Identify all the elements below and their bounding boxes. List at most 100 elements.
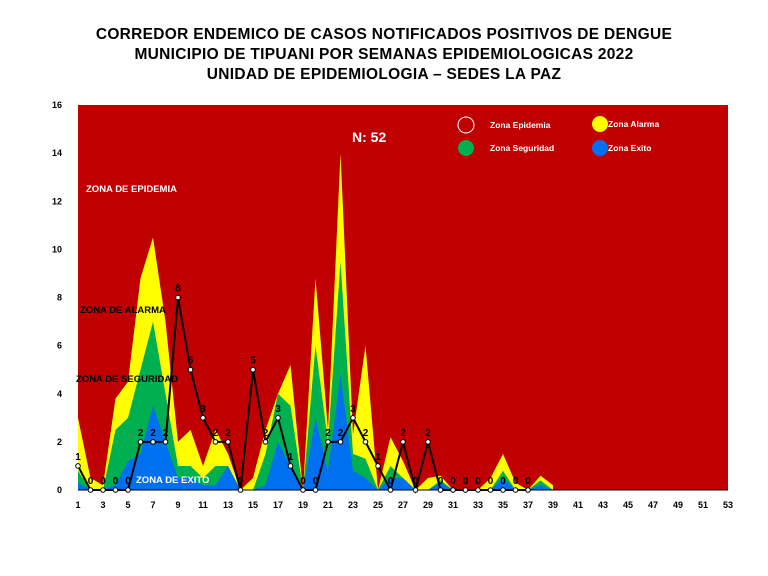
x-tick-label: 1	[75, 500, 80, 510]
cases-data-label: 5	[188, 356, 194, 367]
legend-label: Zona Exito	[608, 143, 651, 153]
legend-swatch	[458, 140, 474, 156]
cases-series-point	[500, 487, 506, 493]
x-tick-label: 13	[223, 500, 233, 510]
cases-series-point	[162, 439, 169, 445]
x-tick-label: 11	[198, 500, 208, 510]
cases-data-label: 0	[463, 476, 469, 487]
legend-swatch	[592, 140, 608, 156]
cases-data-label: 0	[438, 476, 444, 487]
cases-series-point	[237, 487, 244, 493]
cases-series-point	[275, 415, 281, 421]
x-tick-label: 3	[100, 500, 105, 510]
cases-data-label: 3	[275, 404, 281, 415]
cases-series-point	[312, 487, 319, 493]
y-tick-label: 0	[57, 485, 62, 495]
cases-series-point	[200, 415, 206, 421]
cases-data-label: 0	[300, 476, 306, 487]
zone-epidemia-label: ZONA DE EPIDEMIA	[86, 184, 177, 195]
cases-series-point	[475, 487, 481, 493]
x-tick-label: 25	[373, 500, 383, 510]
cases-series-point	[287, 463, 294, 469]
cases-series-point	[400, 439, 406, 445]
cases-series-point	[375, 463, 381, 469]
y-tick-label: 12	[52, 196, 62, 206]
cases-data-label: 5	[250, 356, 256, 367]
x-tick-label: 33	[473, 500, 483, 510]
cases-data-label: 3	[200, 404, 206, 415]
cases-series-point	[487, 487, 494, 493]
zone-seguridad-label: ZONA DE SEGURIDAD	[76, 374, 178, 385]
x-tick-label: 7	[150, 500, 155, 510]
zone-epidemia-area	[78, 105, 728, 490]
cases-series-point	[225, 439, 231, 445]
cases-series-point	[75, 463, 81, 469]
legend-swatch	[592, 116, 608, 132]
cases-series-point	[175, 294, 181, 301]
cases-data-label: 0	[450, 476, 456, 487]
cases-data-label: 1	[75, 452, 81, 463]
x-tick-label: 47	[648, 500, 658, 510]
x-tick-label: 49	[673, 500, 683, 510]
x-tick-label: 17	[273, 500, 283, 510]
cases-data-label: 2	[263, 428, 269, 439]
y-tick-label: 16	[52, 100, 62, 110]
x-tick-label: 27	[398, 500, 408, 510]
x-tick-label: 23	[348, 500, 358, 510]
y-tick-label: 10	[52, 244, 62, 254]
cases-data-label: 2	[400, 428, 406, 439]
cases-data-label: 0	[388, 476, 394, 487]
cases-series-point	[412, 487, 419, 493]
chart-title-line-2: MUNICIPIO DE TIPUANI POR SEMANAS EPIDEMI…	[134, 46, 634, 63]
x-tick-label: 41	[573, 500, 583, 510]
cases-data-label: 2	[325, 428, 331, 439]
chart-title-line-3: UNIDAD DE EPIDEMIOLOGIA – SEDES LA PAZ	[206, 66, 562, 83]
cases-data-label: 0	[100, 476, 106, 487]
cases-series-point	[125, 487, 131, 493]
x-tick-label: 19	[298, 500, 308, 510]
cases-series-point	[300, 487, 306, 493]
zone-exito-area	[78, 374, 553, 490]
x-tick-label: 45	[623, 500, 633, 510]
cases-data-label: 0	[525, 476, 531, 487]
cases-series-point	[150, 439, 156, 445]
cases-data-label: 2	[425, 428, 431, 439]
zone-alarma-label: ZONA DE ALARMA	[80, 305, 166, 316]
x-tick-label: 35	[498, 500, 508, 510]
cases-data-label: 0	[125, 476, 131, 487]
cases-series-point	[212, 439, 219, 445]
zone-exito-label: ZONA DE EXITO	[136, 475, 209, 486]
x-tick-label: 51	[698, 500, 708, 510]
cases-data-label: 2	[150, 428, 156, 439]
cases-data-label: 2	[363, 428, 369, 439]
y-tick-label: 14	[52, 148, 62, 158]
cases-data-label: 2	[163, 428, 169, 439]
cases-data-label: 2	[213, 428, 219, 439]
cases-series-point	[425, 439, 431, 445]
cases-series-point	[262, 439, 269, 445]
x-tick-label: 5	[125, 500, 130, 510]
cases-series-point	[87, 487, 94, 493]
cases-data-label: 0	[413, 476, 419, 487]
x-tick-label: 53	[723, 500, 733, 510]
cases-data-label: 2	[338, 428, 344, 439]
legend-label: Zona Seguridad	[490, 143, 554, 153]
cases-data-label: 1	[375, 452, 381, 463]
zone-alarma-area	[78, 153, 553, 490]
cases-data-label: 8	[175, 284, 181, 295]
cases-series-point	[325, 439, 331, 445]
cases-data-label: 2	[225, 428, 231, 439]
cases-series-point	[337, 439, 344, 445]
cases-data-label: 0	[238, 476, 244, 487]
cases-series-point	[137, 439, 144, 445]
zone-seguridad-area	[78, 261, 553, 490]
legend-label: Zona Alarma	[608, 119, 659, 129]
cases-data-label: 0	[500, 476, 506, 487]
cases-series-point	[112, 487, 119, 493]
x-tick-label: 37	[523, 500, 533, 510]
x-tick-label: 21	[323, 500, 333, 510]
cases-data-label: 1	[288, 452, 294, 463]
cases-data-label: 0	[513, 476, 519, 487]
legend-label: Zona Epidemia	[490, 120, 551, 130]
